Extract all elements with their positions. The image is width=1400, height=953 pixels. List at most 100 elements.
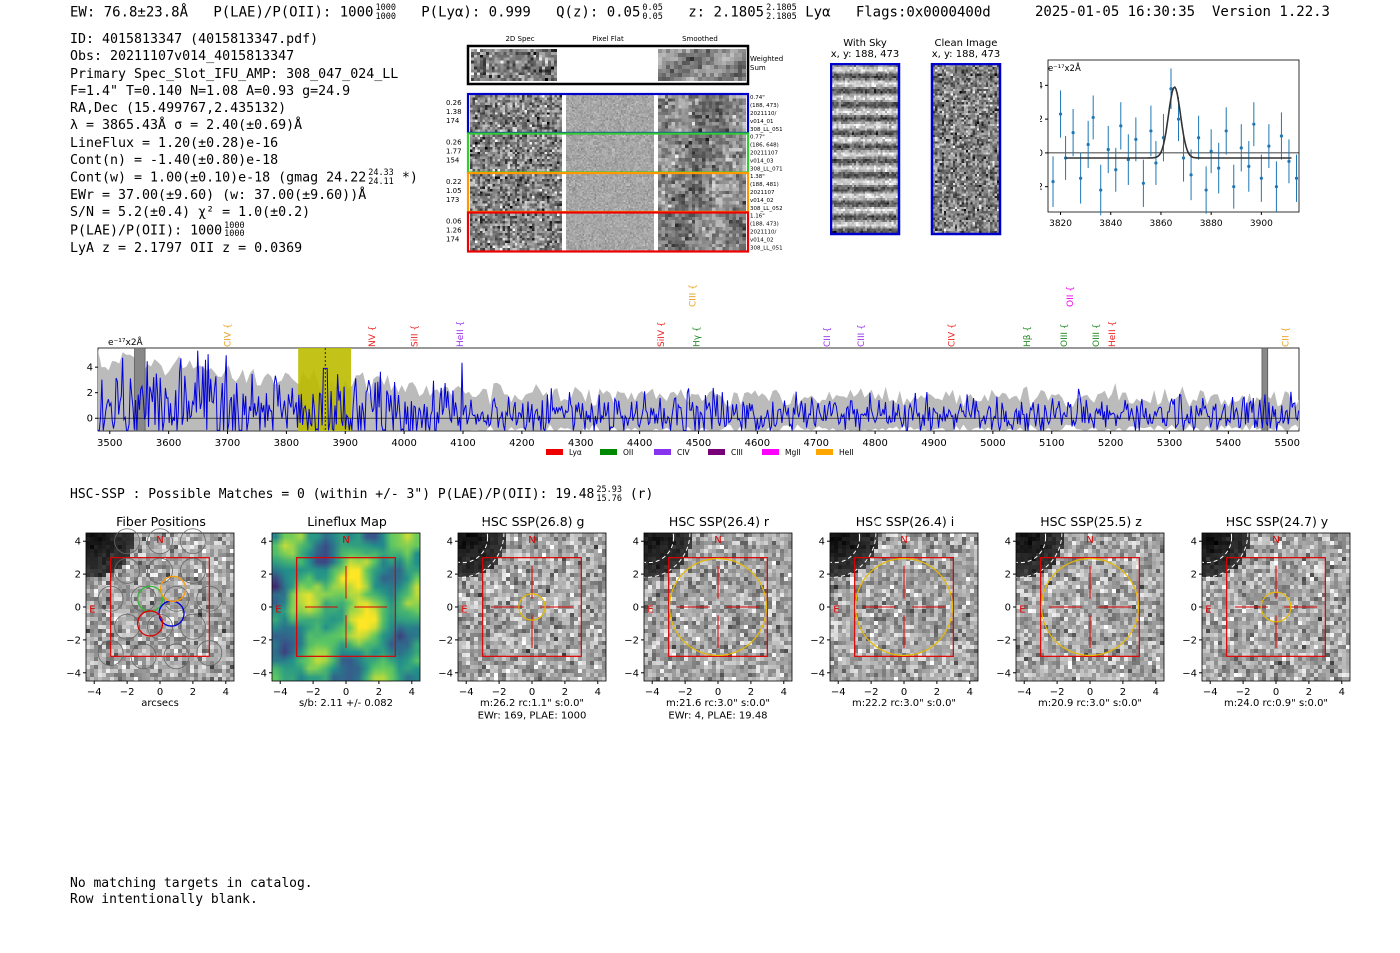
info-ewr: EWr = 37.00(±9.60) (w: 37.00(±9.60))Å bbox=[70, 188, 367, 204]
line-label: Hβ { bbox=[1023, 326, 1033, 347]
y-tick-label: −2 bbox=[253, 635, 267, 646]
cutout-image bbox=[272, 533, 420, 681]
y-tick-label: 0 bbox=[87, 414, 93, 425]
data-point bbox=[1091, 95, 1095, 140]
point-marker bbox=[1134, 137, 1138, 141]
panel-caption: m:22.2 rc:3.0" s:0.0" bbox=[852, 698, 956, 709]
point-marker bbox=[1051, 180, 1055, 184]
hsc-panel-svg: HSC SSP(25.5) z N E 4 2 0 −2 −4 −4 −2 0 2 4 m:20.9 rc… bbox=[972, 488, 1165, 709]
aperture-box bbox=[854, 557, 954, 657]
fiber-2d-spec bbox=[470, 95, 562, 132]
y-tick-label: 0 bbox=[75, 603, 81, 614]
x-tick-label: 2 bbox=[376, 687, 382, 698]
y-tick-label: 4 bbox=[1040, 81, 1043, 91]
x-tick-label: 4 bbox=[781, 687, 787, 698]
fiber-2d-spec bbox=[470, 213, 562, 251]
x-tick-label: 3900 bbox=[333, 438, 358, 449]
panel-caption: m:24.0 rc:0.9" s:0.0" bbox=[1224, 698, 1328, 709]
fiber-circle bbox=[130, 585, 157, 612]
hsc-panel-6: HSC SSP(25.5) z N E 4 2 0 −2 −4 −4 −2 0 2 4 m:20.9 rc… bbox=[972, 488, 1177, 725]
z-value: z: 2.1805 bbox=[688, 4, 765, 21]
hsc-panel-svg: HSC SSP(26.4) i N E 4 2 0 −2 −4 −4 −2 0 2 4 m:22.2 rc… bbox=[786, 488, 979, 709]
aperture-box bbox=[296, 557, 396, 657]
fiber-2d-image bbox=[470, 95, 562, 132]
match-aperture bbox=[1260, 591, 1292, 623]
y-tick-label: 4 bbox=[261, 537, 267, 548]
sky-clean-images bbox=[830, 63, 1002, 236]
y-tick-label: 0 bbox=[447, 603, 453, 614]
x-tick-label: 0 bbox=[529, 687, 535, 698]
data-point bbox=[1239, 124, 1243, 172]
weighted-smoothed bbox=[658, 49, 746, 81]
point-marker bbox=[1287, 159, 1291, 163]
point-marker bbox=[1149, 129, 1153, 133]
info-plae-text: P(LAE)/P(OII): 1000 bbox=[70, 223, 223, 239]
fiber-meta: (188, 481) bbox=[750, 182, 779, 188]
legend-item: MgII bbox=[762, 448, 801, 457]
qz-lo: 0.05 bbox=[642, 11, 663, 22]
fiber-2d-image bbox=[470, 134, 562, 172]
col-2d-spec: 2D Spec bbox=[505, 35, 534, 43]
panel-caption: EWr: 169, PLAE: 1000 bbox=[478, 711, 587, 722]
y-tick-label: 4 bbox=[819, 537, 825, 548]
flags-value: Flags:0x0000400d bbox=[855, 4, 991, 21]
data-point bbox=[1141, 159, 1145, 207]
fiber-pixel-flat bbox=[566, 95, 654, 132]
legend-label: HeII bbox=[839, 448, 854, 457]
compass-east: E bbox=[647, 605, 653, 616]
y-tick-label: 4 bbox=[75, 537, 81, 548]
x-tick-label: 2 bbox=[190, 687, 196, 698]
line-label: HeII { bbox=[456, 321, 466, 347]
cutout-raster bbox=[1202, 533, 1350, 681]
hsc-panel-svg: HSC SSP(24.7) y N E 4 2 0 −2 −4 −4 −2 0 2 4 m:24.0 rc… bbox=[1158, 488, 1351, 709]
contw-lo: 24.11 bbox=[368, 176, 394, 187]
fiber-meta: (186, 648) bbox=[750, 143, 779, 149]
x-tick-label: −4 bbox=[645, 687, 660, 698]
plae-lo: 1000 bbox=[375, 11, 396, 22]
fiber-meta: (188, 473) bbox=[750, 103, 779, 109]
line-label: CIII { bbox=[689, 284, 699, 307]
fiber-circle bbox=[97, 585, 124, 612]
cutout-raster bbox=[458, 533, 606, 681]
hsc-panel-title: HSC SSP(26.4) i bbox=[856, 514, 954, 529]
data-point bbox=[1126, 134, 1130, 185]
fiber-circle bbox=[179, 557, 206, 584]
x-tick-label: 4400 bbox=[627, 438, 652, 449]
compass-east: E bbox=[1019, 605, 1025, 616]
fiber-meta: 2021107 bbox=[750, 190, 775, 196]
x-tick-label: 4 bbox=[409, 687, 415, 698]
point-marker bbox=[1091, 115, 1095, 120]
x-tick-label: 4500 bbox=[686, 438, 711, 449]
x-tick-label: 4200 bbox=[509, 438, 534, 449]
zoom-unit-label: e⁻¹⁷x2Å bbox=[1048, 62, 1081, 74]
y-tick-label: 2 bbox=[87, 388, 93, 399]
fiber-meta: v014_02 bbox=[750, 238, 774, 244]
fiber-smoothed bbox=[658, 95, 746, 132]
data-point bbox=[1058, 90, 1063, 138]
point-marker bbox=[1274, 185, 1279, 189]
fiber-stat: 0.06 bbox=[446, 218, 462, 226]
col-pixel-flat: Pixel Flat bbox=[592, 35, 624, 43]
info-primary: Primary Spec_Slot_IFU_AMP: 308_047_024_L… bbox=[70, 66, 399, 82]
y-tick-label: 2 bbox=[447, 570, 453, 581]
hsc-title-lo: 15.76 bbox=[596, 493, 622, 504]
line-label: CIV { bbox=[224, 323, 234, 347]
y-tick-label: −4 bbox=[67, 668, 81, 679]
hsc-panel-svg: HSC SSP(26.4) r N E 4 2 0 −2 −4 −4 −2 0 2 4 m:21.6 rc… bbox=[600, 488, 793, 722]
weighted-2d-spec bbox=[471, 49, 557, 81]
x-tick-label: −2 bbox=[1050, 687, 1065, 698]
detection-info: ID: 4015813347 (4015813347.pdf) Obs: 202… bbox=[70, 31, 418, 257]
y-tick-label: −2 bbox=[997, 635, 1011, 646]
data-point bbox=[1204, 166, 1208, 214]
hsc-title-text: HSC-SSP : Possible Matches = 0 (within +… bbox=[70, 487, 595, 502]
x-tick-label: 0 bbox=[715, 687, 721, 698]
x-tick-label: 4 bbox=[223, 687, 229, 698]
cutout-image bbox=[1016, 533, 1164, 681]
x-tick-label: −4 bbox=[87, 687, 102, 698]
compass-north: N bbox=[1272, 535, 1279, 546]
hsc-panel-title: HSC SSP(24.7) y bbox=[1226, 514, 1329, 529]
x-tick-label: −4 bbox=[831, 687, 846, 698]
cutout-raster bbox=[644, 533, 792, 681]
y-tick-label: 2 bbox=[633, 570, 639, 581]
y-tick-label: −2 bbox=[625, 635, 639, 646]
